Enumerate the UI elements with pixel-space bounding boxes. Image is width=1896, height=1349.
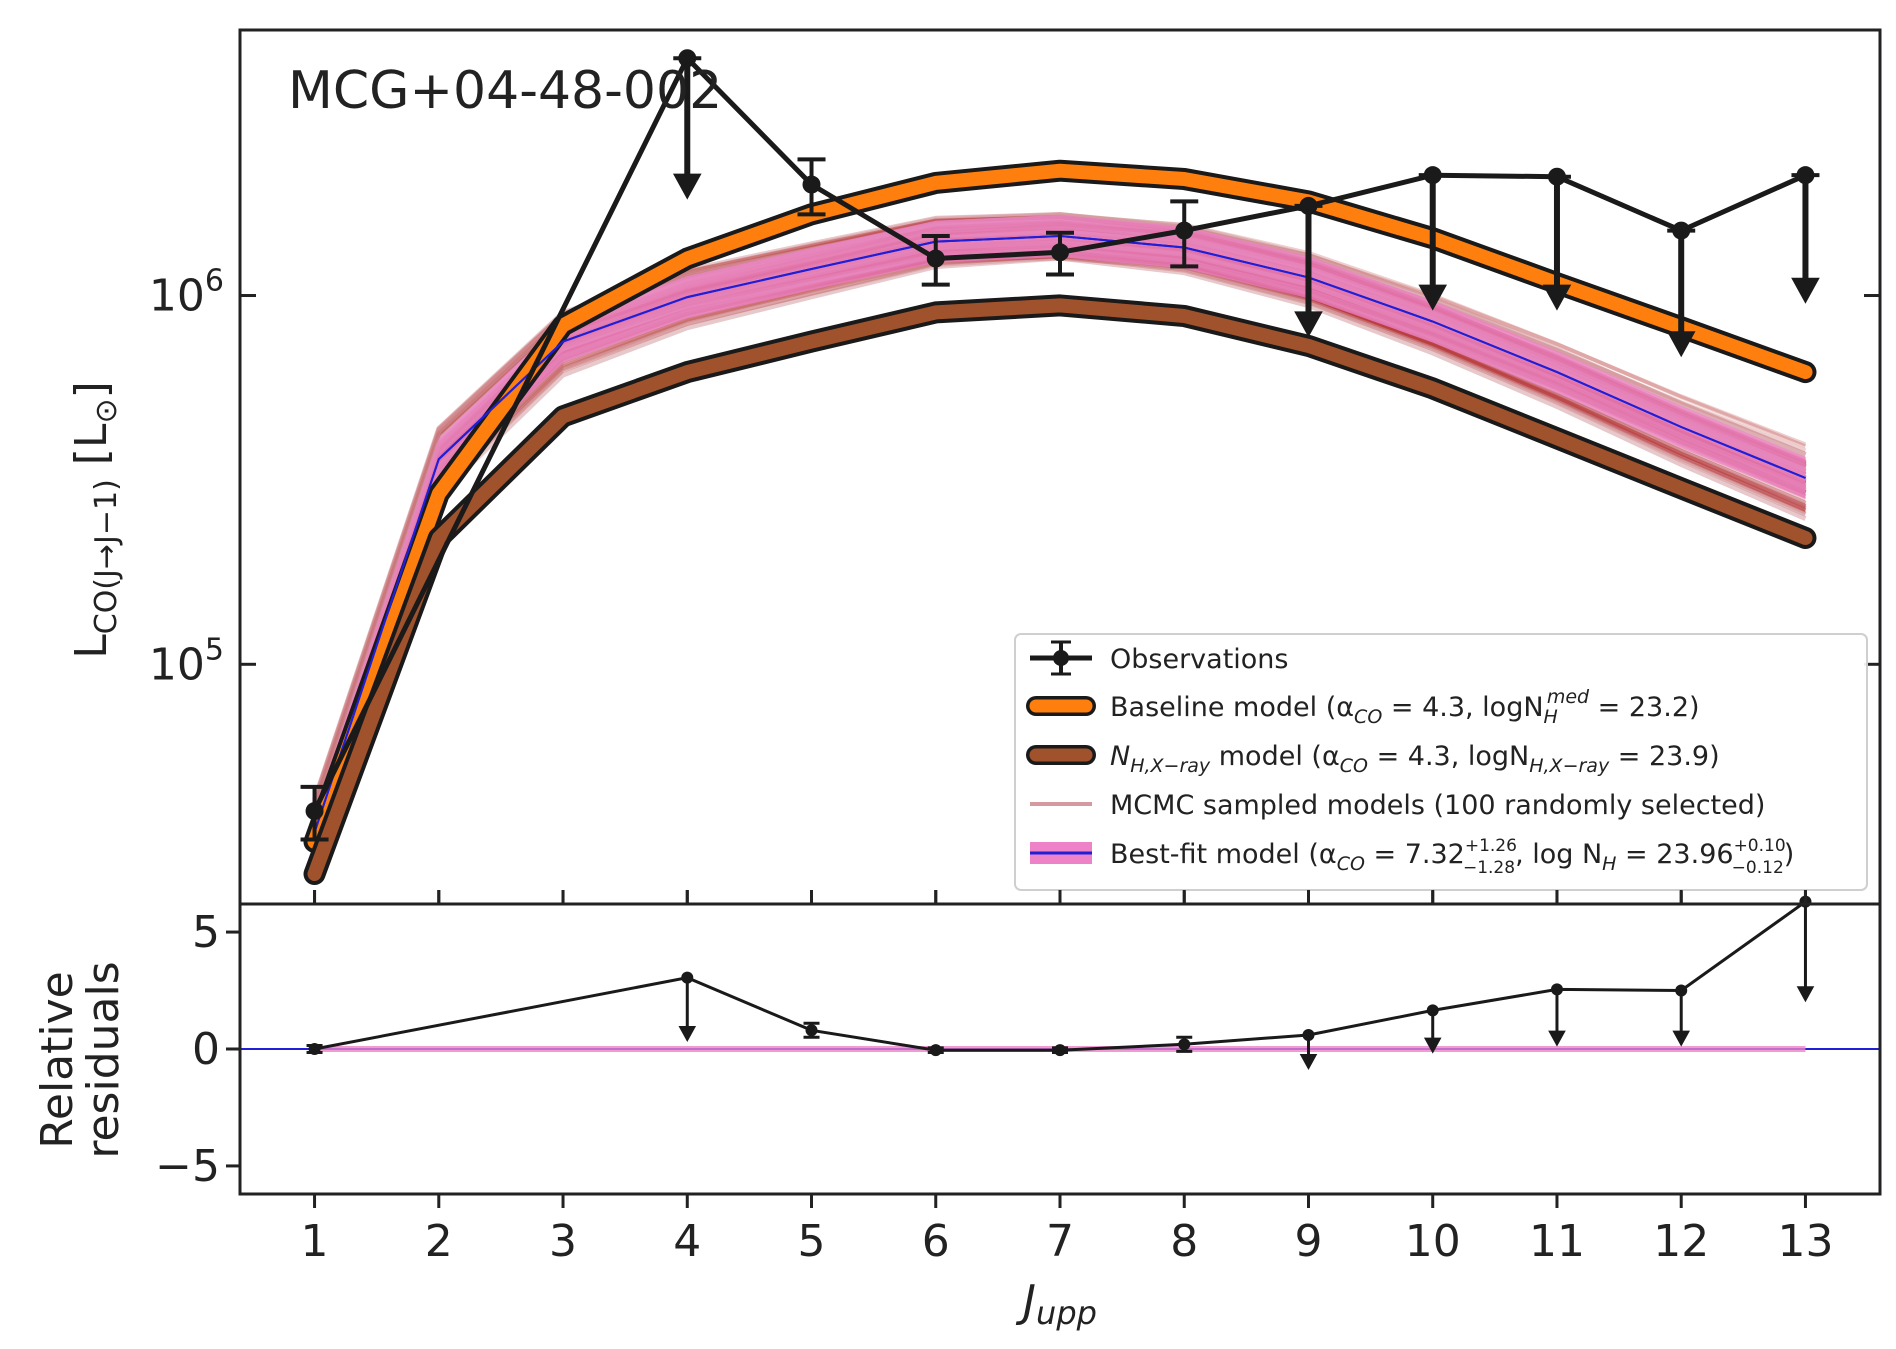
obs-point-6 — [926, 249, 945, 268]
residual-y-tick-label--5: −5 — [155, 1141, 220, 1192]
residual-point-1 — [308, 1043, 321, 1055]
x-tick-label-4: 4 — [673, 1216, 701, 1267]
residual-point-10 — [1426, 1004, 1439, 1017]
residual-upper-limit-arrow-4 — [678, 977, 697, 1042]
nh-xray-model-line — [307, 298, 1813, 881]
residual-point-4 — [681, 971, 694, 984]
obs-point-13 — [1796, 166, 1815, 185]
main-y-tick-label-5: 105 — [149, 632, 224, 690]
residual-y-tick-label-0: 0 — [192, 1024, 220, 1075]
x-tick-label-2: 2 — [425, 1216, 453, 1267]
obs-point-9 — [1299, 196, 1318, 215]
x-tick-label-12: 12 — [1653, 1216, 1709, 1267]
legend-label-mcmc: MCMC sampled models (100 randomly select… — [1110, 790, 1765, 821]
galaxy-name-label: MCG+04-48-002 — [288, 61, 722, 121]
obs-upper-limit-arrow-11-head — [1542, 284, 1572, 311]
obs-point-4 — [678, 49, 697, 68]
obs-upper-limit-arrow-10 — [1418, 175, 1448, 311]
x-tick-label-7: 7 — [1046, 1216, 1074, 1267]
legend-entry-baseline: Baseline model (αCO = 4.3, logNHmed = 23… — [1026, 686, 1700, 728]
obs-upper-limit-arrow-13-head — [1791, 277, 1820, 304]
residual-upper-limit-arrow-9-head — [1299, 1054, 1318, 1071]
x-tick-label-8: 8 — [1170, 1216, 1198, 1267]
obs-point-8 — [1175, 221, 1194, 240]
obs-upper-limit-arrow-4-head — [672, 173, 702, 200]
residual-point-6 — [929, 1044, 942, 1057]
residual-y-axis-label-line2: residuals — [78, 961, 129, 1158]
obs-upper-limit-arrow-9-head — [1294, 311, 1323, 338]
x-tick-label-11: 11 — [1529, 1216, 1585, 1267]
x-tick-label-1: 1 — [301, 1216, 329, 1267]
legend-entry-mcmc: MCMC sampled models (100 randomly select… — [1030, 790, 1765, 821]
legend-entry-observations: Observations — [1030, 640, 1288, 676]
residual-point-11 — [1550, 983, 1563, 996]
residual-upper-limit-arrow-11-head — [1548, 1030, 1566, 1047]
residual-upper-limit-arrow-11 — [1548, 989, 1566, 1047]
obs-upper-limit-arrow-12-head — [1666, 331, 1696, 358]
obs-point-7 — [1051, 243, 1069, 262]
residual-y-axis-label-line1: Relative — [32, 971, 83, 1148]
obs-upper-limit-arrow-10-head — [1418, 284, 1448, 311]
residual-point-5 — [805, 1024, 818, 1037]
x-tick-label-3: 3 — [549, 1216, 577, 1267]
residual-upper-limit-arrow-13 — [1796, 901, 1815, 1003]
obs-point-12 — [1672, 221, 1691, 240]
obs-point-11 — [1547, 167, 1566, 186]
residual-upper-limit-arrow-12 — [1672, 990, 1691, 1047]
residual-upper-limit-arrow-13-head — [1796, 986, 1815, 1003]
legend: Observations Baseline model (αCO = 4.3, l… — [1014, 633, 1868, 891]
residual-upper-limit-arrow-10-head — [1423, 1037, 1442, 1054]
obs-upper-limit-arrow-13 — [1791, 175, 1820, 304]
obs-upper-limit-arrow-12 — [1666, 230, 1696, 358]
obs-point-10 — [1423, 166, 1442, 185]
obs-point-5 — [802, 175, 821, 194]
legend-label-nh_xray: NH,X−ray model (αCO = 4.3, logNH,X−ray =… — [1110, 741, 1720, 777]
legend-entry-bestfit: Best-fit model (αCO = 7.32+1.26 −1.28, lo… — [1030, 836, 1794, 878]
residual-y-tick-label-5: 5 — [192, 907, 220, 958]
legend-box — [1014, 633, 1868, 891]
residual-series — [240, 895, 1880, 1071]
x-tick-label-13: 13 — [1777, 1216, 1833, 1267]
residual-upper-limit-arrow-4-head — [678, 1025, 697, 1042]
main-y-tick-label-6: 106 — [149, 264, 224, 322]
x-tick-label-10: 10 — [1405, 1216, 1461, 1267]
obs-point-1 — [305, 802, 324, 821]
legend-label-observations: Observations — [1110, 644, 1288, 675]
observations-series — [300, 49, 1820, 842]
legend-label-bestfit: Best-fit model (αCO = 7.32+1.26 −1.28, lo… — [1110, 836, 1794, 878]
obs-upper-limit-arrow-9 — [1294, 205, 1323, 338]
legend-entry-nh_xray: NH,X−ray model (αCO = 4.3, logNH,X−ray =… — [1026, 741, 1720, 777]
obs-upper-limit-arrow-11 — [1542, 176, 1572, 311]
obs-upper-limit-arrow-4 — [672, 58, 702, 200]
residual-point-9 — [1302, 1028, 1315, 1041]
legend-handle-marker — [1053, 650, 1069, 666]
x-tick-label-6: 6 — [922, 1216, 950, 1267]
legend-label-baseline: Baseline model (αCO = 4.3, logNHmed = 23… — [1110, 686, 1700, 728]
residual-point-8 — [1178, 1038, 1191, 1051]
residual-point-12 — [1675, 984, 1688, 997]
x-tick-label-5: 5 — [798, 1216, 826, 1267]
x-tick-label-9: 9 — [1294, 1216, 1322, 1267]
residual-point-7 — [1054, 1044, 1066, 1057]
residual-upper-limit-arrow-12-head — [1672, 1030, 1691, 1047]
